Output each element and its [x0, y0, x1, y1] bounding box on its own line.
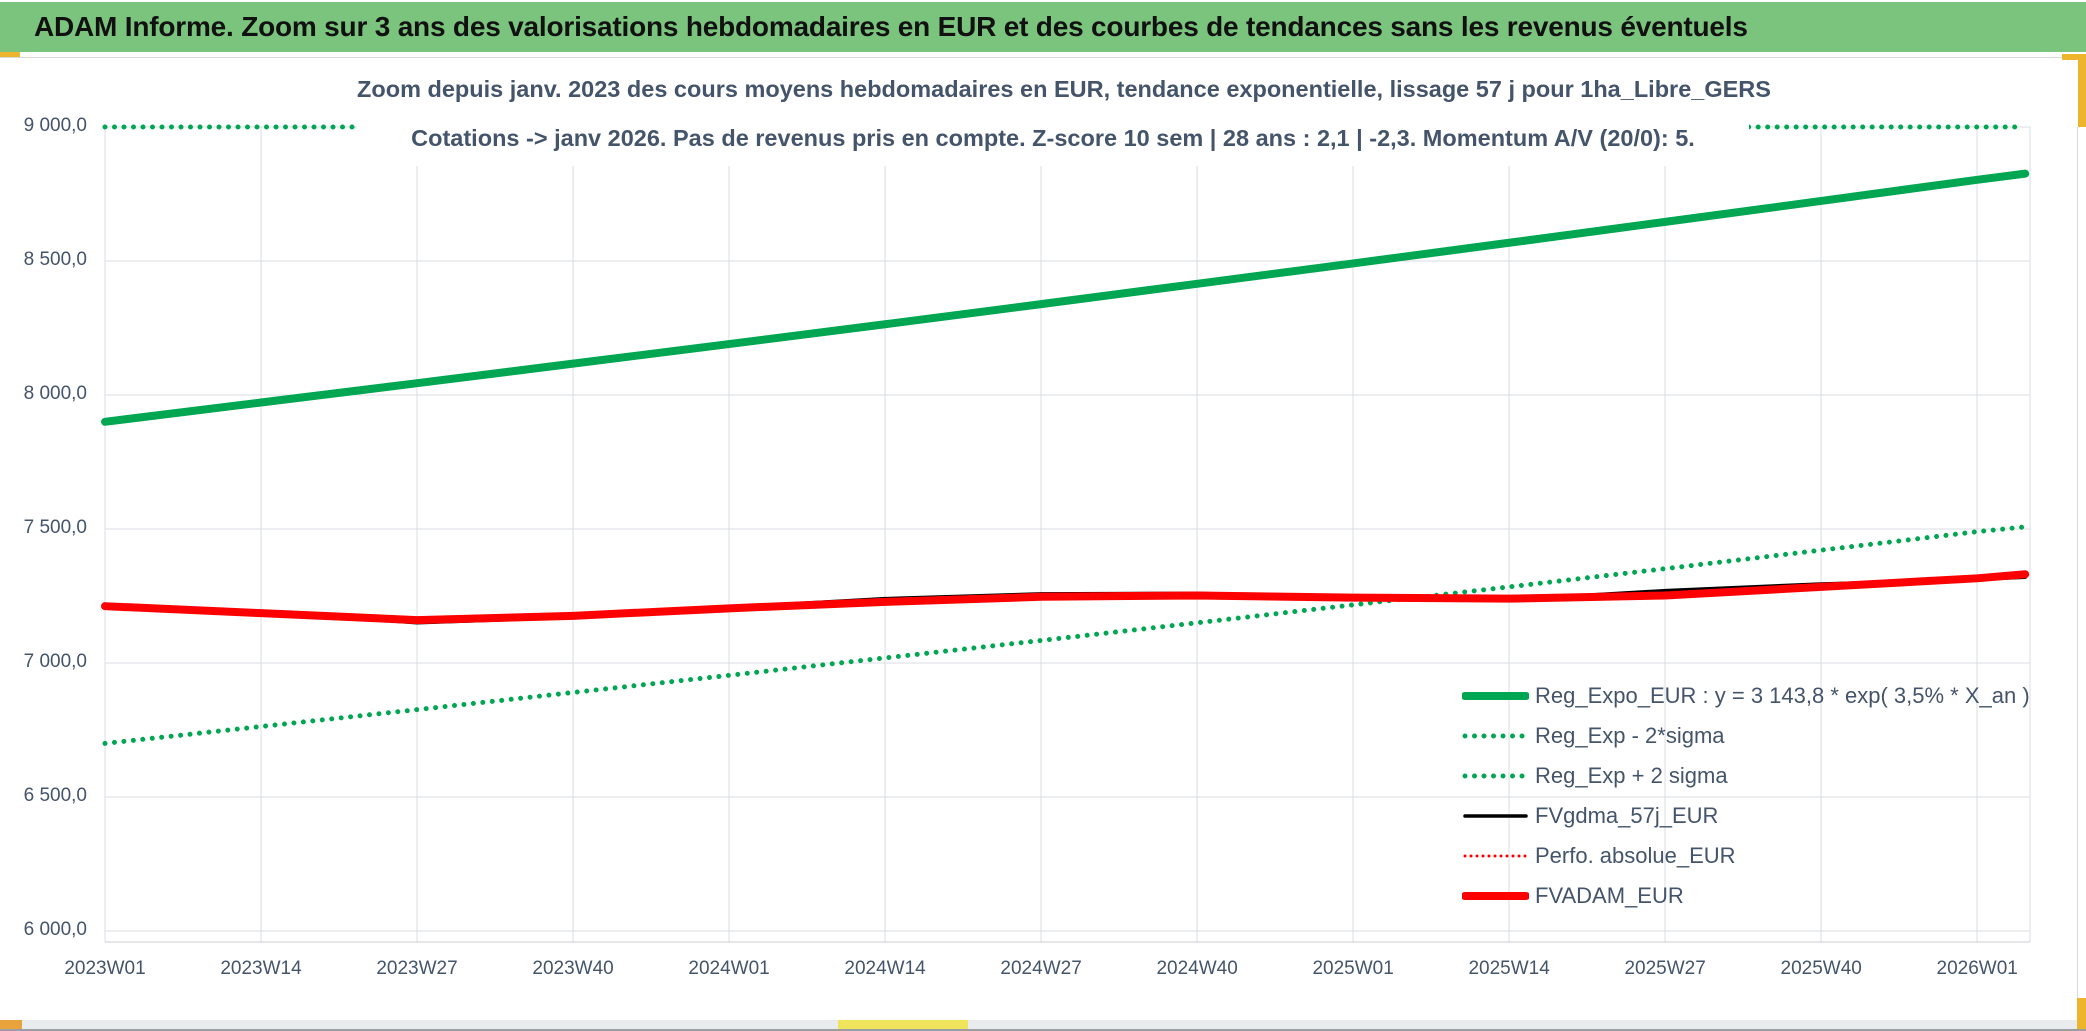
x-axis-label: 2025W14 — [1468, 958, 1550, 979]
legend-item: Reg_Exp - 2*sigma — [1462, 716, 2030, 756]
y-axis-label: 6 500,0 — [23, 785, 87, 806]
sheet-row-strip — [0, 1020, 2086, 1029]
legend-item: Perfo. absolue_EUR — [1462, 836, 2030, 876]
legend-item: FVADAM_EUR — [1462, 876, 2030, 916]
series-line-1 — [102, 524, 2028, 746]
chart-subtitle-box: Zoom depuis janv. 2023 des cours moyens … — [357, 62, 1771, 166]
y-axis-label: 6 000,0 — [23, 919, 87, 940]
sheet-cell-yellow — [838, 1020, 968, 1029]
legend-item: Reg_Exp + 2 sigma — [1462, 756, 2030, 796]
x-axis-label: 2024W14 — [844, 958, 926, 979]
y-axis-label: 7 500,0 — [23, 517, 87, 538]
legend-label: FVgdma_57j_EUR — [1535, 803, 1719, 828]
legend-label: Reg_Exp - 2*sigma — [1535, 723, 1725, 748]
x-axis-label: 2024W27 — [1000, 958, 1082, 979]
x-axis-label: 2025W01 — [1312, 958, 1394, 979]
chart-legend: Reg_Expo_EUR : y = 3 143,8 * exp( 3,5% *… — [1462, 676, 2030, 916]
legend-label: Reg_Exp + 2 sigma — [1535, 763, 1728, 788]
y-axis-label: 8 500,0 — [23, 249, 87, 270]
legend-swatch-5 — [1462, 892, 1529, 900]
y-axis-label: 9 000,0 — [23, 115, 87, 136]
x-axis-label: 2024W01 — [688, 958, 770, 979]
x-axis-label: 2025W27 — [1624, 958, 1706, 979]
legend-swatch-1 — [1462, 733, 1529, 739]
x-axis-label: 2025W40 — [1780, 958, 1862, 979]
legend-swatch-3 — [1463, 814, 1528, 818]
x-axis-label: 2023W27 — [376, 958, 458, 979]
chart-right-border — [2077, 127, 2078, 1000]
selection-handle-top-right-v — [2078, 54, 2086, 127]
legend-swatch-0 — [1462, 692, 1529, 700]
title-bar-underline — [0, 57, 2086, 58]
x-axis-label: 2023W14 — [220, 958, 302, 979]
chart-subtitle-line-2: Cotations -> janv 2026. Pas de revenus p… — [411, 125, 1695, 151]
legend-swatch-4 — [1463, 854, 1528, 858]
chart-title-bar: ADAM Informe. Zoom sur 3 ans des valoris… — [0, 2, 2086, 52]
selection-handle-bottom-right — [2077, 998, 2086, 1029]
y-axis-label: 7 000,0 — [23, 651, 87, 672]
x-axis-label: 2023W01 — [64, 958, 146, 979]
series-line-0 — [101, 169, 2030, 426]
series-line-5 — [101, 570, 2030, 625]
selection-handle-top-left — [0, 52, 20, 57]
y-axis-label: 8 000,0 — [23, 383, 87, 404]
x-axis-label: 2023W40 — [532, 958, 614, 979]
page-title: ADAM Informe. Zoom sur 3 ans des valoris… — [34, 11, 1748, 42]
x-axis-label: 2024W40 — [1156, 958, 1238, 979]
legend-item: Reg_Expo_EUR : y = 3 143,8 * exp( 3,5% *… — [1462, 676, 2030, 716]
bottom-divider — [0, 1029, 2086, 1031]
legend-item: FVgdma_57j_EUR — [1462, 796, 2030, 836]
legend-label: FVADAM_EUR — [1535, 883, 1684, 908]
sheet-cell-amber — [0, 1020, 22, 1029]
selection-handle-top-right-h — [2062, 54, 2086, 60]
legend-label: Reg_Expo_EUR : y = 3 143,8 * exp( 3,5% *… — [1535, 683, 2030, 708]
legend-label: Perfo. absolue_EUR — [1535, 843, 1736, 868]
x-axis-label: 2026W01 — [1936, 958, 2018, 979]
chart-subtitle-line-1: Zoom depuis janv. 2023 des cours moyens … — [357, 76, 1771, 102]
legend-swatch-2 — [1462, 773, 1529, 779]
